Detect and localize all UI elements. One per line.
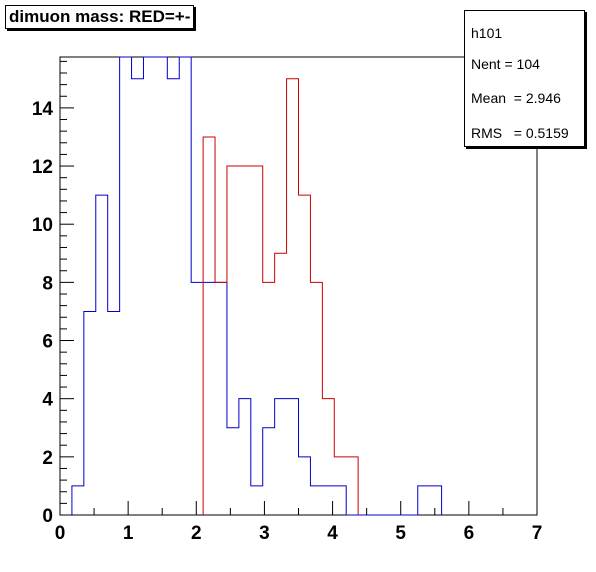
y-tick-label: 6: [42, 332, 53, 353]
x-tick-label: 6: [464, 523, 475, 544]
y-tick-label: 12: [32, 157, 53, 178]
stats-rms-text: RMS = 0.5159: [471, 125, 569, 141]
stats-row-rms: RMS = 0.5159: [471, 123, 584, 143]
stats-box: h101 Nent = 104 Mean = 2.946 RMS = 0.515…: [464, 10, 585, 147]
y-tick-label: 2: [42, 448, 53, 469]
x-tick-label: 1: [123, 523, 134, 544]
x-tick-label: 7: [532, 523, 543, 544]
stats-entries-text: Nent = 104: [471, 56, 540, 72]
chart-title: dimuon mass: RED=+-: [5, 5, 195, 29]
series-blue-line: [71, 56, 443, 516]
stats-mean-text: Mean = 2.946: [471, 90, 561, 106]
x-tick-label: 2: [191, 523, 202, 544]
y-tick-label: 0: [42, 506, 53, 527]
stats-row-mean: Mean = 2.946: [471, 88, 584, 108]
y-tick-label: 4: [42, 390, 53, 411]
series-red-line: [202, 78, 359, 515]
x-tick-label: 0: [55, 523, 66, 544]
y-tick-label: 10: [32, 215, 53, 236]
x-tick-label: 4: [327, 523, 338, 544]
stats-row-entries: Nent = 104: [471, 54, 584, 74]
y-tick-label: 14: [32, 99, 54, 120]
stats-histogram-name: h101: [471, 25, 503, 41]
x-tick-label: 3: [259, 523, 270, 544]
y-tick-label: 8: [42, 273, 53, 294]
x-tick-label: 5: [395, 523, 406, 544]
series-layer: [71, 56, 443, 516]
